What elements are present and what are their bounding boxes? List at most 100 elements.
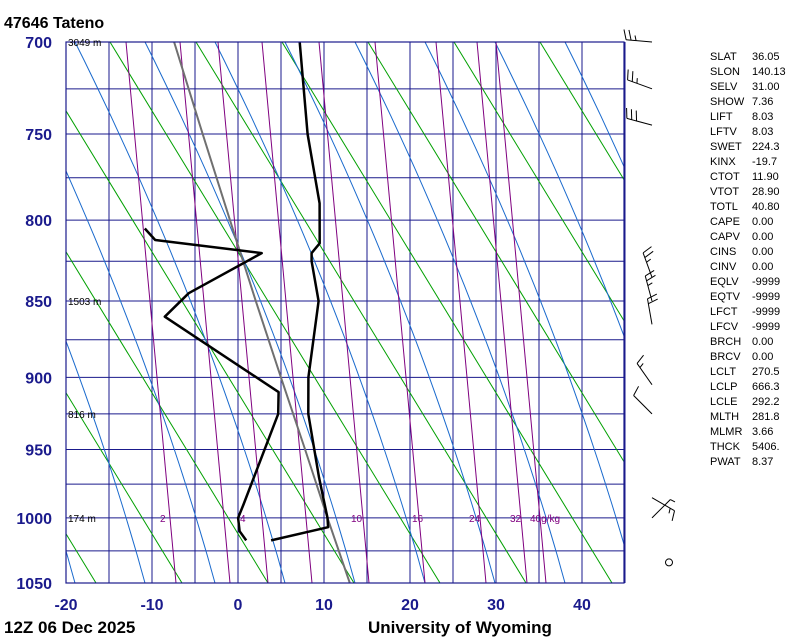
barb-half-feather xyxy=(647,282,653,287)
pressure-tick-label: 700 xyxy=(25,35,52,52)
temperature-tick-label: 30 xyxy=(487,597,505,614)
moist-adiabat-line xyxy=(74,42,286,583)
frame-rect xyxy=(65,41,625,584)
barb-half-feather xyxy=(634,35,637,41)
barb-half-feather xyxy=(639,363,644,368)
index-name: CAPV xyxy=(710,231,741,243)
barb-half-feather xyxy=(670,499,676,503)
dry-adiabat-line xyxy=(367,42,624,463)
moist-adiabat-line xyxy=(66,339,146,583)
index-name: LCLT xyxy=(710,366,736,378)
index-name: LCLP xyxy=(710,381,738,393)
height-label: 3049 m xyxy=(68,38,101,49)
temperature-tick-label: 0 xyxy=(234,597,243,614)
pressure-axis: 700 750 800 850 900 950 1000 1050 xyxy=(16,35,52,593)
mixing-ratio-line xyxy=(261,42,313,583)
index-name: KINX xyxy=(710,156,736,168)
reference-lines xyxy=(66,42,624,583)
moist-adiabat-line xyxy=(424,42,624,547)
mixing-ratio-label: 4 xyxy=(240,514,246,525)
index-name: SLAT xyxy=(710,51,737,63)
index-name: LIFT xyxy=(710,111,733,123)
wind-barb xyxy=(642,246,654,278)
index-value: 11.90 xyxy=(752,171,779,183)
barb-feather xyxy=(671,510,676,522)
index-name: PWAT xyxy=(710,456,741,468)
temperature-tick-label: 20 xyxy=(401,597,419,614)
index-value: -9999 xyxy=(752,276,780,288)
barb-feather xyxy=(644,250,654,258)
barb-feather xyxy=(647,293,658,300)
barb-staff xyxy=(636,363,653,386)
sounding-traces xyxy=(143,42,351,583)
pressure-tick-label: 800 xyxy=(25,213,52,230)
index-value: -9999 xyxy=(752,306,780,318)
index-value: -19.7 xyxy=(752,156,777,168)
moist-adiabat-line xyxy=(66,169,216,583)
dry-adiabat-line xyxy=(66,109,355,583)
barb-feather xyxy=(642,246,652,254)
moist-adiabat-line xyxy=(494,42,624,338)
barb-half-feather xyxy=(668,508,671,514)
index-name: MLMR xyxy=(710,426,742,438)
index-name: BRCV xyxy=(710,351,741,363)
mixing-ratio-line xyxy=(318,42,370,583)
index-value: 0.00 xyxy=(752,231,773,243)
wind-barbs xyxy=(623,29,676,567)
height-labels: 3049 m 1503 m 816 m 174 m xyxy=(68,38,101,525)
mixing-ratio-label: 32 xyxy=(510,514,522,525)
wind-barb xyxy=(627,69,653,90)
barb-feather xyxy=(627,69,629,80)
mixing-ratio-label: 10 xyxy=(351,514,363,525)
parcel-path-line xyxy=(173,42,351,583)
barb-staff xyxy=(633,395,653,415)
index-value: 0.00 xyxy=(752,216,773,228)
dry-adiabat-line xyxy=(109,42,441,583)
index-name: SHOW xyxy=(710,96,745,108)
barb-staff xyxy=(646,298,653,325)
wind-barb xyxy=(651,497,676,522)
index-value: 292.2 xyxy=(752,396,780,408)
temperature-tick-label: -20 xyxy=(54,597,77,614)
index-value: 0.00 xyxy=(752,246,773,258)
barb-staff xyxy=(642,252,653,278)
barb-feather xyxy=(636,354,644,364)
index-value: 281.8 xyxy=(752,411,780,423)
moist-adiabat-line xyxy=(564,42,624,168)
index-name: LFCV xyxy=(710,321,739,333)
mixing-ratio-line xyxy=(374,42,426,583)
index-value: 3.66 xyxy=(752,426,773,438)
height-label: 816 m xyxy=(68,410,96,421)
barb-staff xyxy=(651,499,671,519)
moist-adiabat-line xyxy=(354,42,566,583)
index-name: CAPE xyxy=(710,216,740,228)
index-value: 28.90 xyxy=(752,186,780,198)
barb-feather xyxy=(623,29,627,40)
temperature-trace xyxy=(270,42,330,542)
index-name: CINV xyxy=(710,261,737,273)
index-value: 0.00 xyxy=(752,336,773,348)
index-value: 5406. xyxy=(752,441,780,453)
mixing-ratio-label: 24 xyxy=(469,514,481,525)
index-name: BRCH xyxy=(710,336,741,348)
index-value: 36.05 xyxy=(752,51,780,63)
moist-adiabat-line xyxy=(284,42,496,583)
barb-staff xyxy=(626,117,653,126)
dry-adiabat-line xyxy=(281,42,613,583)
index-value: 0.00 xyxy=(752,351,773,363)
index-value: 140.13 xyxy=(752,66,786,78)
index-name: LCLE xyxy=(710,396,738,408)
plot-frame xyxy=(65,41,625,584)
temperature-axis: -20 -10 0 10 20 30 40 xyxy=(54,597,591,614)
index-value: 8.37 xyxy=(752,456,773,468)
mixing-ratio-line xyxy=(495,42,547,583)
height-label: 1503 m xyxy=(68,297,101,308)
barb-staff xyxy=(627,79,653,90)
index-value: 666.3 xyxy=(752,381,780,393)
barb-feather xyxy=(631,71,634,82)
index-value: 40.80 xyxy=(752,201,780,213)
station-title: 47646 Tateno xyxy=(4,15,104,32)
wind-barb xyxy=(646,293,658,325)
dry-adiabat-line xyxy=(539,42,624,181)
